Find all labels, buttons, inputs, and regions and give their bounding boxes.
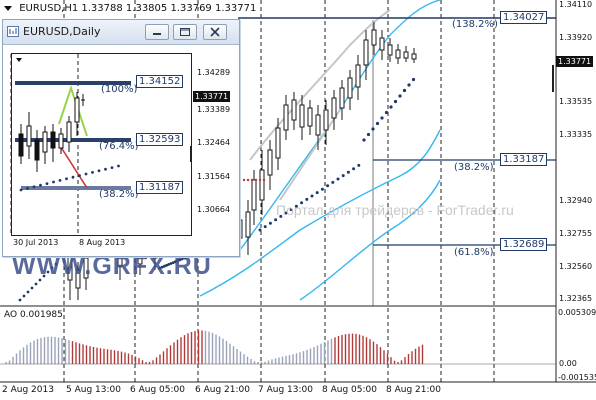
ao-axis-top: 0.005309 bbox=[558, 308, 596, 317]
daily-chart-window[interactable]: EURUSD,Daily bbox=[2, 19, 240, 257]
current-price-label: 1.33771 bbox=[556, 56, 594, 67]
header-dropdown-icon[interactable] bbox=[4, 5, 12, 11]
level-box-3: 1.32689 bbox=[500, 238, 548, 251]
watermark-text: Портал для трейдеров - ForTrader.ru bbox=[276, 202, 514, 218]
time-tick: 2 Aug 2013 bbox=[2, 385, 54, 395]
header-symbol-info: EURUSD,H1 1.33788 1.33805 1.33769 1.3377… bbox=[19, 3, 257, 14]
time-tick: 5 Aug 13:00 bbox=[66, 385, 121, 395]
price-tick: 1.32755 bbox=[559, 229, 593, 238]
sub-level-box-1: 1.34152 bbox=[136, 75, 184, 88]
chart-header: EURUSD,H1 1.33788 1.33805 1.33769 1.3377… bbox=[4, 3, 256, 14]
ao-axis-zero: 0.00 bbox=[559, 359, 577, 368]
time-tick: 8 Aug 05:00 bbox=[322, 385, 377, 395]
sub-price-tick: 1.31564 bbox=[197, 172, 231, 181]
restore-icon bbox=[180, 28, 190, 36]
price-axis: 1.34110 1.33920 1.33535 1.33335 1.32940 … bbox=[559, 0, 596, 306]
sub-current-price: 1.33771 bbox=[193, 91, 231, 102]
minimize-button[interactable] bbox=[145, 24, 169, 40]
fib-label-61: (61.8%) bbox=[454, 247, 494, 258]
ao-axis-bottom: -0.001535 bbox=[558, 373, 596, 382]
price-tick: 1.34110 bbox=[559, 0, 593, 9]
sub-price-tick: 1.32464 bbox=[197, 138, 231, 147]
price-tick: 1.32940 bbox=[559, 196, 593, 205]
ao-label: AO 0.001985 bbox=[4, 310, 63, 320]
sub-fib-label-38: (38.2%) bbox=[99, 189, 139, 200]
price-tick: 1.33535 bbox=[559, 97, 593, 106]
level-box-1: 1.34027 bbox=[500, 11, 548, 24]
price-tick: 1.33920 bbox=[559, 33, 593, 42]
time-axis: 2 Aug 2013 5 Aug 13:00 6 Aug 05:00 6 Aug… bbox=[0, 385, 556, 400]
dropdown-arrow-icon[interactable] bbox=[16, 58, 22, 62]
fib-label-38: (38.2%) bbox=[454, 162, 494, 173]
time-tick: 6 Aug 21:00 bbox=[195, 385, 250, 395]
chart-window-icon bbox=[7, 26, 19, 37]
ao-histogram bbox=[5, 330, 424, 364]
sub-level-box-3: 1.31187 bbox=[136, 181, 184, 194]
sub-price-tick: 1.30664 bbox=[197, 205, 231, 214]
sub-time-tick: 8 Aug 2013 bbox=[79, 238, 126, 247]
time-tick: 8 Aug 21:00 bbox=[386, 385, 441, 395]
close-button[interactable] bbox=[203, 24, 227, 40]
minimize-icon bbox=[153, 33, 161, 35]
price-tick: 1.32560 bbox=[559, 262, 593, 271]
sub-price-tick: 1.33389 bbox=[197, 105, 231, 114]
daily-chart-canvas[interactable] bbox=[3, 44, 239, 256]
sub-fib-label-100: (100%) bbox=[101, 84, 138, 95]
restore-button[interactable] bbox=[173, 24, 197, 40]
price-tick: 1.32365 bbox=[559, 294, 593, 303]
close-icon bbox=[210, 27, 220, 37]
window-title: EURUSD,Daily bbox=[23, 25, 101, 38]
time-tick: 6 Aug 05:00 bbox=[130, 385, 185, 395]
window-titlebar[interactable]: EURUSD,Daily bbox=[3, 20, 239, 45]
fib-label-138: (138.2%) bbox=[452, 19, 498, 30]
level-box-2: 1.33187 bbox=[500, 153, 548, 166]
time-tick: 7 Aug 13:00 bbox=[258, 385, 313, 395]
sub-time-tick: 30 Jul 2013 bbox=[13, 238, 59, 247]
sub-level-box-2: 1.32593 bbox=[136, 133, 184, 146]
sub-price-tick: 1.34289 bbox=[197, 68, 231, 77]
price-tick: 1.33335 bbox=[559, 130, 593, 139]
sub-fib-label-76: (76.4%) bbox=[99, 141, 139, 152]
